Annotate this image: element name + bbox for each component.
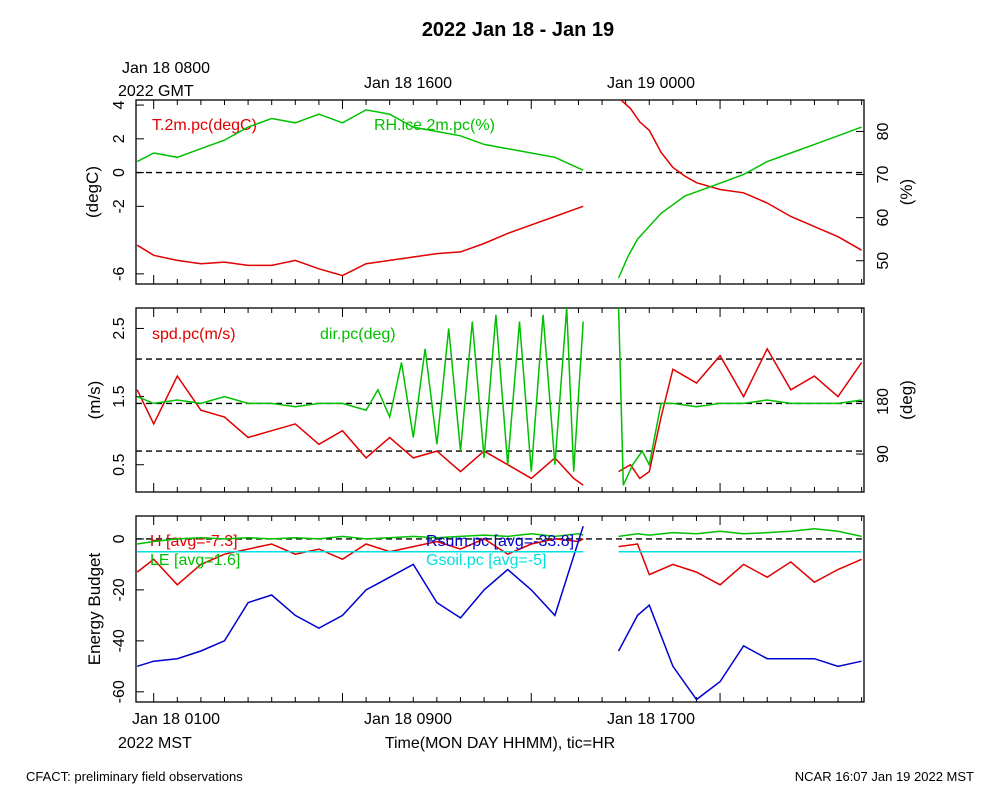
series-line-t (620, 100, 862, 251)
panel-frame (135, 515, 865, 703)
legend-entry: RH.ice.2m.pc(%) (374, 117, 495, 134)
y-tick-label-left: -60 (111, 680, 128, 703)
footer-right-note: NCAR 16:07 Jan 19 2022 MST (795, 769, 974, 784)
bottom-axis-label-1700: Jan 18 1700 (607, 711, 695, 728)
y-tick-label-left: 4 (111, 101, 128, 110)
legend-entry: dir.pc(deg) (320, 326, 396, 343)
y-tick-label-right: 180 (875, 388, 892, 415)
x-axis-title: Time(MON DAY HHMM), tic=HR (385, 735, 615, 752)
y-tick-label-left: -40 (111, 629, 128, 652)
y-tick-label-right: 50 (875, 252, 892, 270)
panel-temperature-humidity: -6 -2 0 2 4 50 60 70 80 (degC) (%) T.2m.pc(degC) RH.… (83, 99, 916, 285)
top-axis-gmt-first-line: Jan 18 0800 (122, 60, 210, 77)
y-tick-label-left: -20 (111, 578, 128, 601)
y-axis-title-right: (%) (897, 179, 916, 205)
series-line-t (136, 205, 584, 277)
y-tick-label-right: 60 (875, 209, 892, 227)
y-axis-title-right: (deg) (897, 380, 916, 420)
series-line-spd (136, 374, 584, 486)
y-tick-label-right: 80 (875, 122, 892, 140)
bottom-axis-label-0900: Jan 18 0900 (364, 711, 452, 728)
chart-title: 2022 Jan 18 - Jan 19 (422, 19, 614, 41)
series-line-h (618, 543, 862, 586)
series-line-le (137, 533, 584, 545)
legend-entry: Gsoil.pc [avg=-5] (426, 552, 547, 569)
top-axis-label-1600: Jan 18 1600 (364, 75, 452, 92)
series-line-h (136, 538, 584, 586)
panel-frame (135, 99, 865, 285)
y-tick-label-left: -2 (111, 199, 128, 213)
bottom-axis-label-0100: Jan 18 0100 (132, 711, 220, 728)
series-line-dir (136, 308, 584, 472)
top-axis-gmt-second-line: 2022 GMT (118, 83, 194, 100)
y-tick-label-left: 0 (111, 168, 128, 177)
series-line-rh (136, 109, 584, 171)
y-tick-label-left: -6 (111, 267, 128, 281)
legend-entry: Rsum.pc [avg=-33.8] (426, 533, 574, 550)
series-line-rh (617, 126, 862, 279)
legend-entry: spd.pc(m/s) (152, 326, 236, 343)
panel-frame (135, 307, 865, 493)
footer-left-note: CFACT: preliminary field observations (26, 769, 243, 784)
series-line-spd (618, 347, 863, 480)
y-tick-label-right: 90 (875, 445, 892, 463)
bottom-axis-mst-label: 2022 MST (118, 735, 192, 752)
y-axis-title-left: Energy Budget (85, 552, 104, 665)
series-line-le (618, 527, 862, 538)
y-tick-label-left: 0.5 (111, 454, 128, 476)
series-line-rsum (136, 525, 584, 668)
panel-wind: 0.5 1.5 2.5 90 180 (m/s) (deg) spd.pc(m/s) dir.p… (85, 307, 916, 493)
panel-energy-budget: -60 -40 -20 0 Energy Budget H [avg=-7.3] LE [a… (85, 515, 865, 703)
y-tick-label-left: 0 (111, 534, 128, 543)
y-tick-label-left: 1.5 (111, 385, 128, 407)
legend-entry: H [avg=-7.3] (150, 533, 238, 550)
y-axis-title-left: (m/s) (85, 381, 104, 420)
y-axis-title-left: (degC) (83, 166, 102, 218)
y-tick-label-left: 2.5 (111, 317, 128, 339)
top-axis-label-0000: Jan 19 0000 (607, 75, 695, 92)
series-line-dir (617, 308, 862, 486)
legend-entry: LE [avg=1.6] (150, 552, 240, 569)
y-tick-label-left: 2 (111, 134, 128, 143)
y-tick-label-right: 70 (875, 166, 892, 184)
series-line-rsum (617, 603, 862, 701)
legend-entry: T.2m.pc(degC) (152, 117, 257, 134)
